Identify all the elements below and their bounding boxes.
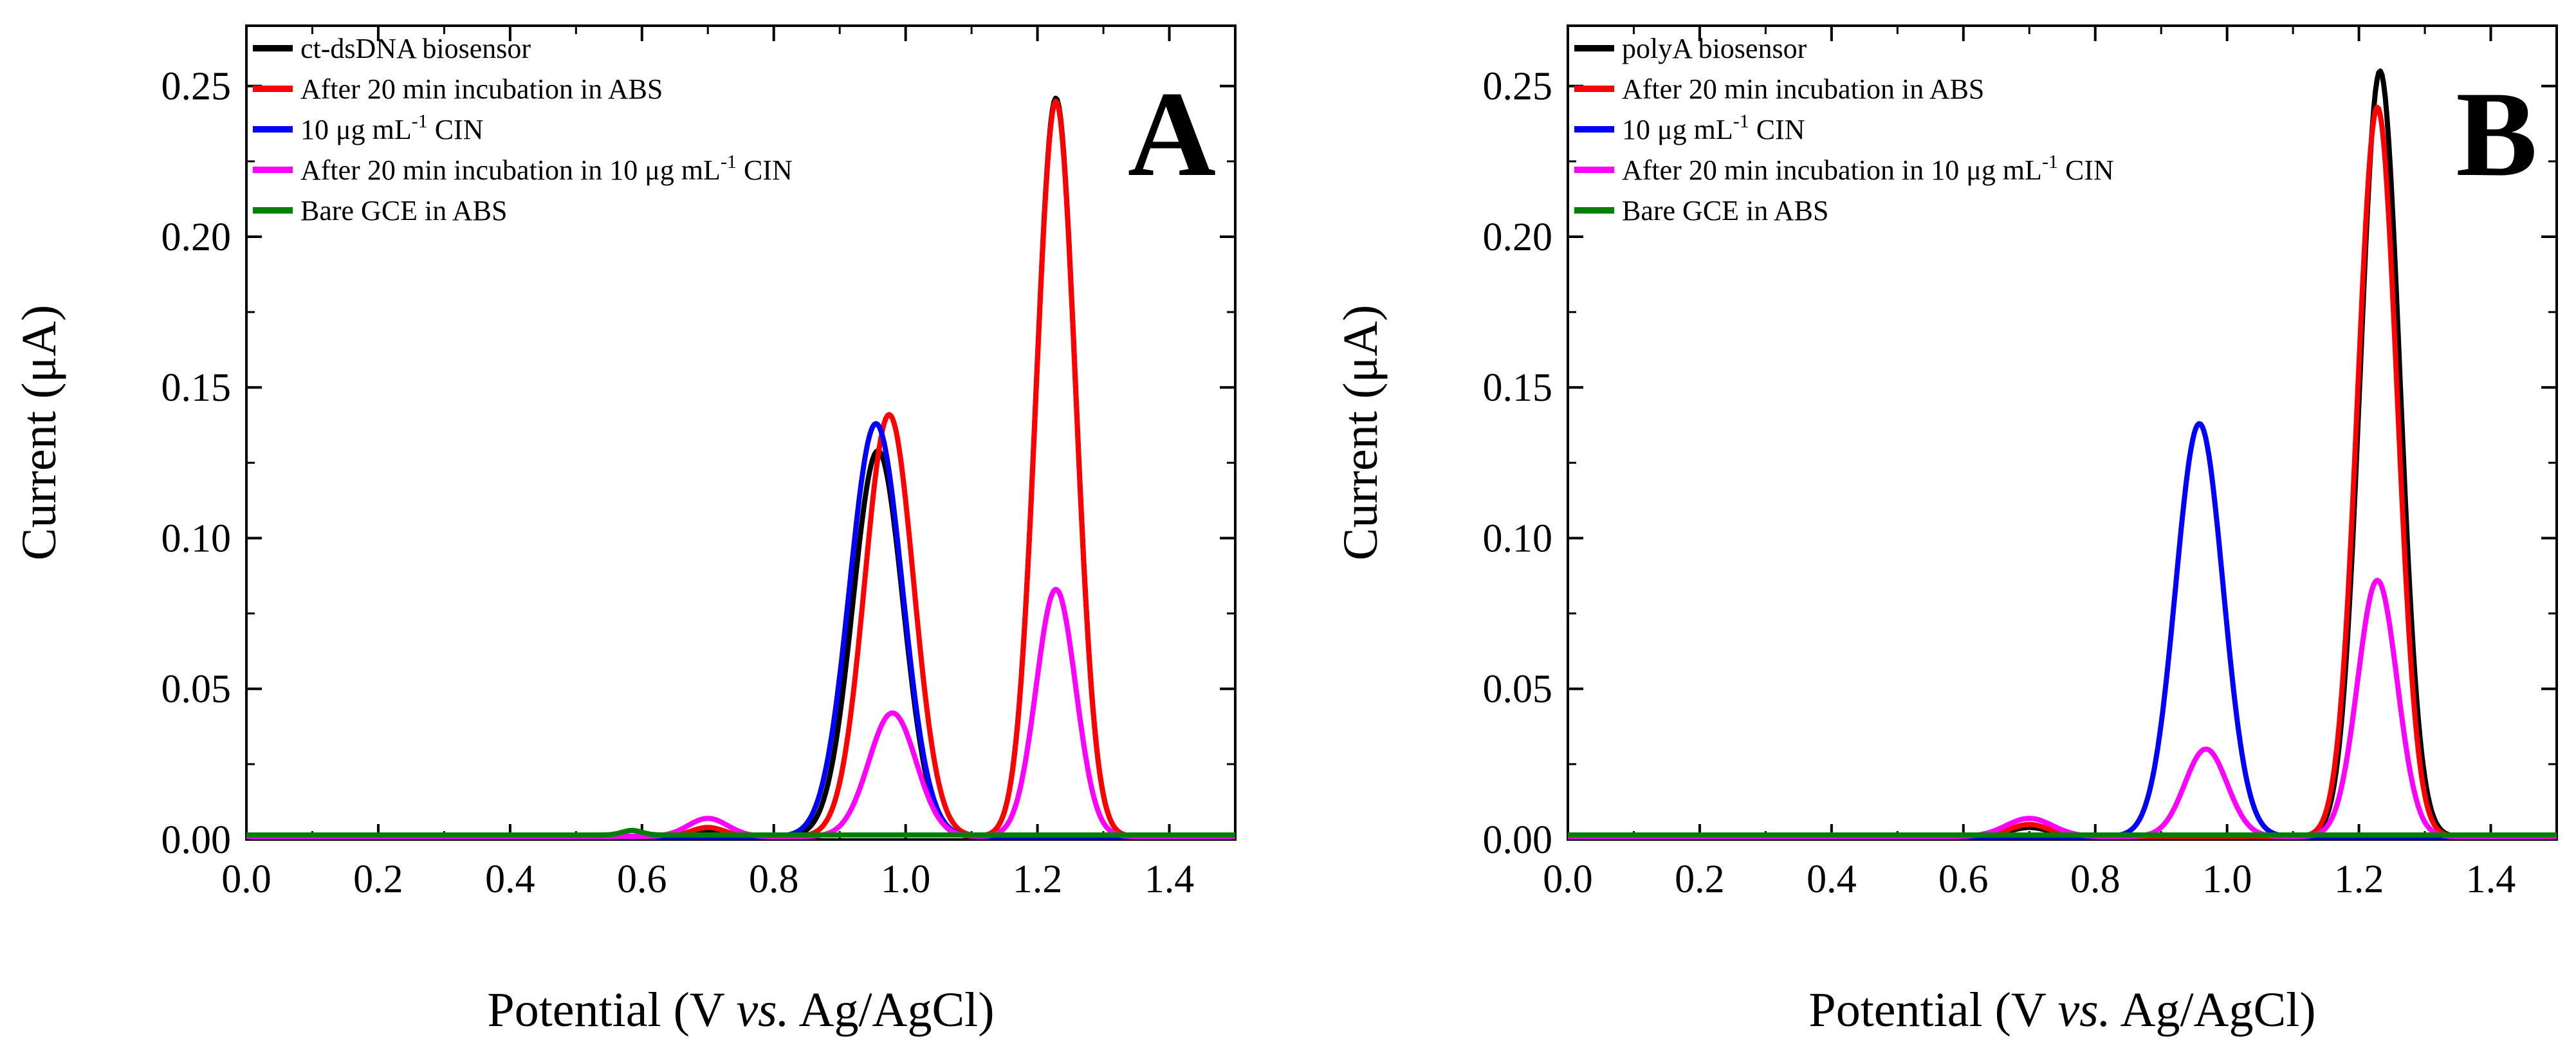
x-axis-title-italic: vs. [736,983,789,1037]
legend-label-sup: -1 [1733,111,1749,132]
y-tick-label-b: 0.00 [1483,818,1553,862]
x-tick-label-b: 1.2 [2334,858,2384,901]
plot-frame-b [1567,24,2558,841]
x-tick-label-b: 0.2 [1675,858,1725,901]
x-tick-label-b: 0.0 [1543,858,1593,901]
x-axis-title-prefix: Potential (V [1808,983,2057,1037]
legend-label-a-1: After 20 min incubation in ABS [300,73,663,105]
legend-b: polyA biosensor After 20 min incubation i… [1574,33,2114,226]
x-tick-label-a: 0.2 [353,858,403,901]
x-axis-title-italic: vs. [2057,983,2110,1037]
legend-label-b-2: 10 μg mL-1 CIN [1622,111,1805,145]
x-axis-title-suffix: Ag/AgCl) [2111,983,2316,1037]
legend-label-post: CIN [737,154,793,186]
legend-label-a-4: Bare GCE in ABS [300,195,507,226]
y-axis-title-a: Current (μA) [12,305,66,560]
x-tick-label-a: 0.8 [749,858,799,901]
x-axis-title-b: Potential (V vs. Ag/AgCl) [1808,983,2315,1037]
y-tick-label-a: 0.25 [161,65,232,109]
series-line-a-4 [246,827,1235,838]
series-group-a [246,95,1235,839]
legend-a: ct-dsDNA biosensor After 20 min incubatio… [253,33,793,226]
y-axis-title-b: Current (μA) [1334,305,1388,560]
legend-label-a-3: After 20 min incubation in 10 μg mL-1 CI… [300,151,793,186]
x-tick-label-b: 1.4 [2466,858,2516,901]
panel-letter-b: B [2456,67,2537,202]
legend-label-pre: 10 μg mL [300,114,412,145]
y-tick-label-a: 0.15 [161,366,232,410]
x-axis-title-a: Potential (V vs. Ag/AgCl) [487,983,994,1037]
legend-label-pre: After 20 min incubation in 10 μg mL [300,154,721,186]
legend-label-sup: -1 [412,111,428,132]
legend-label-post: CIN [428,114,484,145]
y-tick-label-a: 0.00 [161,818,232,862]
y-tick-label-b: 0.25 [1483,65,1553,109]
y-tick-label-a: 0.10 [161,517,232,560]
panel-a: 0.0 0.2 0.4 0.6 0.8 1.0 1.2 1.4 0.00 0.05 0.10 0.15… [12,24,1237,1037]
x-tick-label-a: 1.2 [1013,858,1063,901]
legend-label-sup: -1 [2042,151,2058,172]
panel-letter-a: A [1128,67,1216,202]
legend-label-b-4: Bare GCE in ABS [1622,195,1828,226]
x-tick-label-b: 0.8 [2070,858,2121,901]
x-tick-label-a: 0.4 [485,858,535,901]
legend-label-b-3: After 20 min incubation in 10 μg mL-1 CI… [1622,151,2114,186]
y-tick-label-a: 0.20 [161,216,232,259]
legend-label-sup: -1 [721,151,737,172]
plot-frame-a [245,24,1237,841]
legend-label-a-2: 10 μg mL-1 CIN [300,111,483,145]
y-tick-label-a: 0.05 [161,668,232,711]
legend-label-b-0: polyA biosensor [1622,33,1807,64]
x-tick-label-a: 1.4 [1145,858,1195,901]
legend-label-pre: After 20 min incubation in 10 μg mL [1622,154,2042,186]
y-tick-label-b: 0.10 [1483,517,1553,560]
x-tick-label-a: 0.6 [617,858,667,901]
legend-label-a-0: ct-dsDNA biosensor [300,33,531,64]
x-axis-title-prefix: Potential (V [487,983,736,1037]
legend-label-post: CIN [1749,114,1805,145]
x-tick-label-a: 0.0 [221,858,271,901]
legend-label-b-1: After 20 min incubation in ABS [1622,73,1984,105]
legend-label-post: CIN [2058,154,2114,186]
series-group-b [1568,68,2557,839]
y-tick-label-b: 0.05 [1483,668,1553,711]
y-tick-label-b: 0.15 [1483,366,1553,410]
y-tick-label-b: 0.20 [1483,216,1553,259]
x-tick-label-b: 1.0 [2202,858,2252,901]
x-tick-label-b: 0.4 [1807,858,1857,901]
x-tick-label-b: 0.6 [1938,858,1989,901]
x-axis-title-suffix: Ag/AgCl) [789,983,995,1037]
x-tick-label-a: 1.0 [881,858,931,901]
panel-b: 0.0 0.2 0.4 0.6 0.8 1.0 1.2 1.4 0.00 0.05 0.10 0.15… [1334,24,2558,1037]
legend-label-pre: 10 μg mL [1622,114,1733,145]
